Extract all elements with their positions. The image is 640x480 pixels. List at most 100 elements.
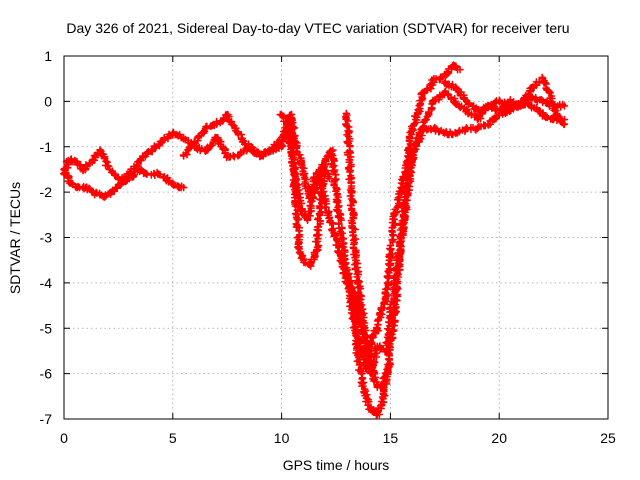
- data-point: [386, 360, 395, 369]
- data-point: [343, 270, 351, 278]
- data-point: [473, 124, 482, 133]
- y-tick-label: -7: [40, 411, 53, 427]
- data-point: [314, 170, 323, 178]
- data-point: [360, 387, 369, 396]
- data-point: [462, 106, 471, 115]
- data-point: [451, 129, 460, 137]
- data-point: [421, 115, 430, 124]
- data-point: [114, 174, 123, 183]
- data-point: [549, 115, 558, 124]
- data-point: [390, 211, 399, 219]
- data-point: [430, 124, 438, 133]
- data-point: [382, 369, 390, 378]
- data-point: [162, 174, 171, 183]
- series-markers: [343, 97, 566, 378]
- series-track-8: [441, 73, 569, 129]
- data-point: [441, 129, 449, 137]
- data-point: [190, 138, 199, 147]
- x-tick-label: 20: [491, 430, 507, 446]
- data-point: [153, 170, 162, 178]
- data-point: [303, 215, 312, 224]
- y-tick-label: -6: [40, 366, 53, 382]
- data-point: [60, 170, 68, 178]
- data-point: [169, 179, 177, 187]
- data-point: [256, 152, 264, 160]
- data-point: [449, 61, 458, 69]
- data-point: [528, 83, 536, 92]
- series-track-7: [342, 109, 395, 392]
- data-point: [386, 251, 395, 260]
- data-point: [506, 97, 514, 106]
- data-point: [277, 111, 286, 119]
- data-point: [312, 247, 321, 255]
- y-tick-label: 1: [44, 48, 52, 64]
- chart-title: Day 326 of 2021, Sidereal Day-to-day VTE…: [66, 20, 569, 36]
- data-point: [212, 133, 221, 142]
- data-point: [484, 102, 493, 110]
- data-point: [105, 165, 114, 174]
- data-point: [462, 124, 471, 133]
- x-tick-label: 15: [383, 430, 399, 446]
- data-point: [419, 124, 427, 133]
- data-point: [360, 324, 369, 333]
- data-point: [390, 279, 399, 287]
- data-point: [495, 97, 503, 106]
- data-point: [277, 142, 286, 151]
- data-point: [462, 97, 471, 106]
- data-point: [373, 324, 382, 333]
- y-axis-label: SDTVAR / TECUs: [7, 182, 23, 294]
- data-point: [367, 406, 375, 414]
- data-series: [60, 61, 569, 419]
- data-point: [234, 152, 242, 160]
- data-point: [223, 111, 231, 119]
- data-point: [179, 183, 188, 192]
- data-point: [286, 115, 295, 124]
- y-tick-label: -1: [40, 139, 53, 155]
- series-markers: [179, 110, 333, 202]
- data-point: [528, 102, 536, 110]
- x-tick-label: 5: [169, 430, 177, 446]
- series-track-3: [179, 110, 334, 202]
- data-point: [538, 97, 547, 106]
- data-point: [73, 183, 81, 192]
- data-point: [158, 138, 166, 147]
- data-point: [347, 188, 356, 196]
- data-point: [373, 342, 382, 351]
- data-point: [147, 147, 155, 156]
- x-tick-label: 10: [274, 430, 290, 446]
- data-point: [353, 351, 362, 360]
- data-point: [266, 147, 275, 156]
- data-point: [382, 292, 390, 301]
- data-point: [71, 156, 79, 165]
- data-point: [327, 147, 336, 156]
- data-point: [310, 188, 319, 196]
- data-point: [456, 65, 464, 74]
- data-point: [334, 206, 342, 215]
- data-point: [169, 129, 177, 137]
- y-tick-label: -2: [40, 184, 53, 200]
- x-tick-label: 0: [60, 430, 68, 446]
- data-point: [419, 88, 427, 97]
- data-point: [551, 111, 560, 119]
- data-point: [451, 83, 460, 92]
- data-point: [136, 156, 144, 165]
- data-point: [373, 410, 382, 419]
- data-point: [295, 242, 303, 251]
- data-point: [545, 88, 554, 97]
- data-point: [473, 115, 482, 124]
- y-tick-label: -5: [40, 320, 53, 336]
- x-axis-label: GPS time / hours: [283, 457, 390, 473]
- data-point: [451, 97, 460, 106]
- data-point: [125, 170, 134, 178]
- data-point: [517, 102, 525, 110]
- series-markers: [285, 87, 567, 419]
- data-point: [81, 183, 90, 192]
- data-point: [538, 111, 547, 119]
- series-track-5: [285, 87, 569, 419]
- data-point: [506, 106, 514, 115]
- data-point: [330, 229, 338, 237]
- data-point: [223, 152, 231, 160]
- data-point: [425, 83, 434, 92]
- data-point: [436, 74, 445, 83]
- data-point: [408, 152, 416, 160]
